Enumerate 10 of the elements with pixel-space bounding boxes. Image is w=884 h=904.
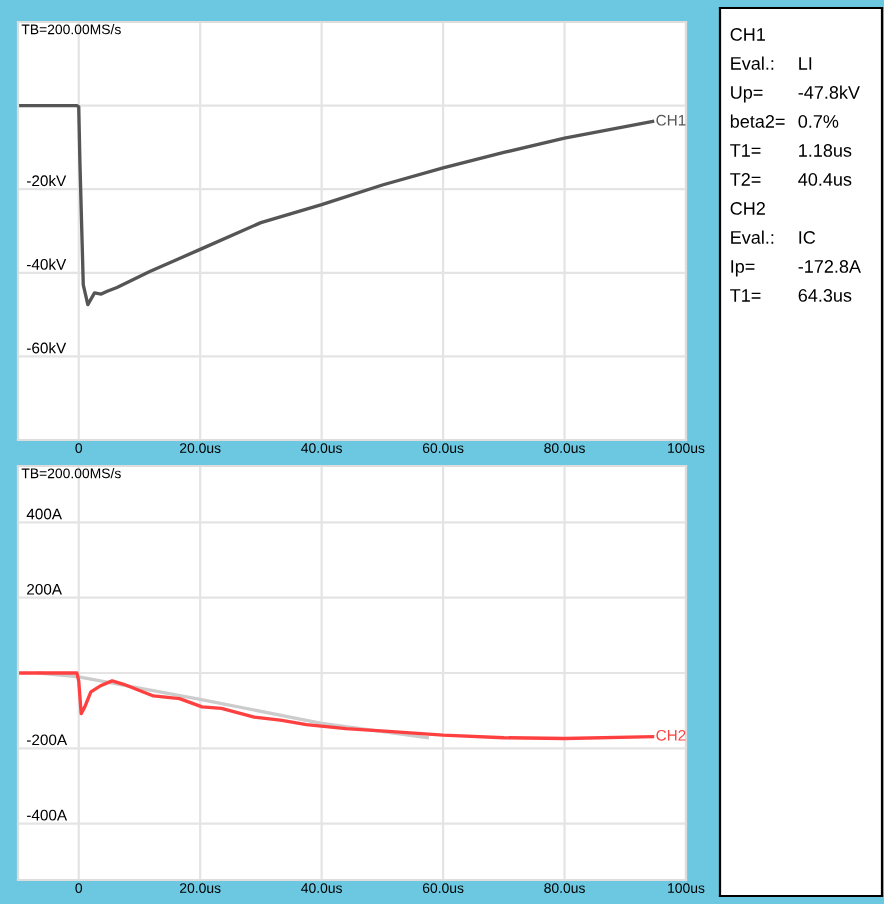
text: Ip= -172.8A — [731, 260, 861, 277]
text: Up= -47.8kV — [731, 85, 860, 103]
text: T2= 40.4us — [730, 173, 852, 186]
text: Eval.: LI — [731, 56, 812, 70]
text: T1= 1.18us — [730, 144, 852, 157]
text: Eval.: IC — [731, 230, 816, 244]
text: beta2= 0.7% — [730, 114, 839, 128]
text: T1= 64.3us — [730, 289, 852, 302]
text: CH1 — [730, 28, 765, 41]
text: CH2 — [730, 202, 765, 215]
